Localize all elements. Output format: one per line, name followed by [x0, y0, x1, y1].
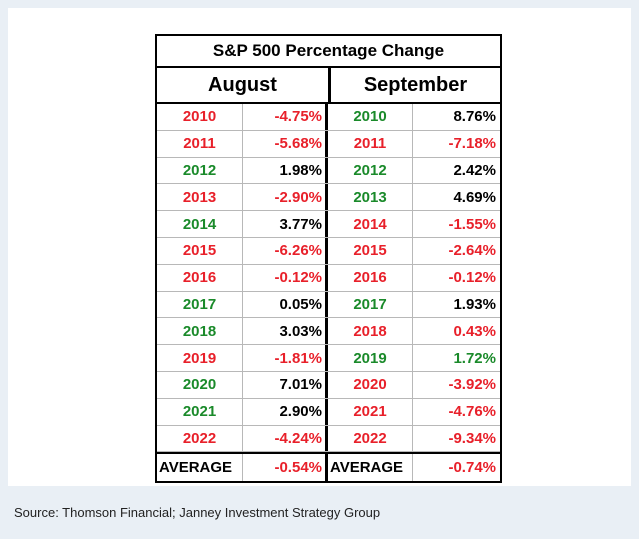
table-row: 2015 -6.26% 2015 -2.64% — [157, 237, 500, 265]
average-value-september: -0.74% — [448, 459, 496, 477]
august-year-cell: 2012 — [157, 157, 243, 184]
table-row: 2016 -0.12% 2016 -0.12% — [157, 264, 500, 292]
september-year-cell: 2017 — [328, 291, 413, 318]
september-value-cell: -3.92% — [448, 376, 496, 394]
september-value-cell: 2.42% — [453, 161, 496, 179]
august-value-cell: 0.05% — [243, 291, 328, 318]
september-value-cell: 1.93% — [453, 295, 496, 313]
august-value-cell: -4.75% — [243, 104, 328, 130]
august-value-cell: -5.68% — [243, 130, 328, 157]
september-value-cell: -9.34% — [448, 429, 496, 447]
average-label-august: AVERAGE — [157, 454, 243, 482]
september-year-cell: 2012 — [328, 157, 413, 184]
august-value-cell: -6.26% — [243, 237, 328, 264]
august-year-cell: 2013 — [157, 184, 243, 211]
september-year-cell: 2022 — [328, 425, 413, 452]
september-year-cell: 2021 — [328, 398, 413, 425]
table-row: 2020 7.01% 2020 -3.92% — [157, 371, 500, 399]
content-card: S&P 500 Percentage Change August Septemb… — [8, 8, 631, 486]
august-year-cell: 2015 — [157, 237, 243, 264]
august-value-cell: -1.81% — [243, 345, 328, 371]
september-value-cell: -2.64% — [448, 242, 496, 260]
table-row: 2012 1.98% 2012 2.42% — [157, 157, 500, 185]
august-year-cell: 2021 — [157, 398, 243, 425]
september-year-cell: 2015 — [328, 237, 413, 264]
september-value-cell: -4.76% — [448, 403, 496, 421]
august-year-cell: 2016 — [157, 264, 243, 291]
table-title: S&P 500 Percentage Change — [157, 36, 500, 68]
august-value-cell: 3.03% — [243, 318, 328, 345]
august-value-cell: -4.24% — [243, 425, 328, 452]
august-value-cell: 3.77% — [243, 211, 328, 237]
september-year-cell: 2020 — [328, 371, 413, 398]
average-value-august: -0.54% — [243, 454, 328, 482]
column-header-row: August September — [157, 68, 500, 104]
august-value-cell: -0.12% — [243, 264, 328, 291]
table-row: 2019 -1.81% 2019 1.72% — [157, 345, 500, 372]
september-value-cell: -7.18% — [448, 135, 496, 153]
september-value-cell: -0.12% — [448, 269, 496, 287]
table-row: 2018 3.03% 2018 0.43% — [157, 318, 500, 346]
august-year-cell: 2017 — [157, 291, 243, 318]
average-row: AVERAGE -0.54% AVERAGE -0.74% — [157, 452, 500, 482]
august-year-cell: 2022 — [157, 425, 243, 452]
column-header-august: August — [157, 68, 331, 102]
sp500-table: S&P 500 Percentage Change August Septemb… — [155, 34, 502, 484]
september-year-cell: 2018 — [328, 318, 413, 345]
september-value-cell: -1.55% — [448, 215, 496, 233]
column-header-september: September — [363, 73, 468, 96]
september-value-cell: 4.69% — [453, 188, 496, 206]
august-year-cell: 2019 — [157, 345, 243, 371]
august-value-cell: -2.90% — [243, 184, 328, 211]
table-row: 2011 -5.68% 2011 -7.18% — [157, 130, 500, 158]
table-row: 2017 0.05% 2017 1.93% — [157, 291, 500, 319]
september-value-cell: 1.72% — [453, 349, 496, 367]
september-year-cell: 2016 — [328, 264, 413, 291]
august-year-cell: 2020 — [157, 371, 243, 398]
august-value-cell: 7.01% — [243, 371, 328, 398]
september-year-cell: 2019 — [328, 345, 413, 371]
august-year-cell: 2014 — [157, 211, 243, 237]
source-footnote: Source: Thomson Financial; Janney Invest… — [14, 505, 381, 520]
september-year-cell: 2010 — [328, 104, 413, 130]
table-row: 2022 -4.24% 2022 -9.34% — [157, 425, 500, 453]
table-row: 2013 -2.90% 2013 4.69% — [157, 184, 500, 212]
average-label-september: AVERAGE — [328, 454, 413, 482]
august-year-cell: 2010 — [157, 104, 243, 130]
september-year-cell: 2014 — [328, 211, 413, 237]
table-row: 2014 3.77% 2014 -1.55% — [157, 211, 500, 238]
september-value-cell: 0.43% — [453, 322, 496, 340]
august-value-cell: 1.98% — [243, 157, 328, 184]
august-value-cell: 2.90% — [243, 398, 328, 425]
august-year-cell: 2011 — [157, 130, 243, 157]
table-row: 2010 -4.75% 2010 8.76% — [157, 104, 500, 131]
table-body: 2010 -4.75% 2010 8.76% 2011 -5.68% 2011 -7.18% 2… — [157, 104, 500, 453]
september-year-cell: 2013 — [328, 184, 413, 211]
table-row: 2021 2.90% 2021 -4.76% — [157, 398, 500, 426]
september-value-cell: 8.76% — [453, 108, 496, 126]
september-year-cell: 2011 — [328, 130, 413, 157]
august-year-cell: 2018 — [157, 318, 243, 345]
